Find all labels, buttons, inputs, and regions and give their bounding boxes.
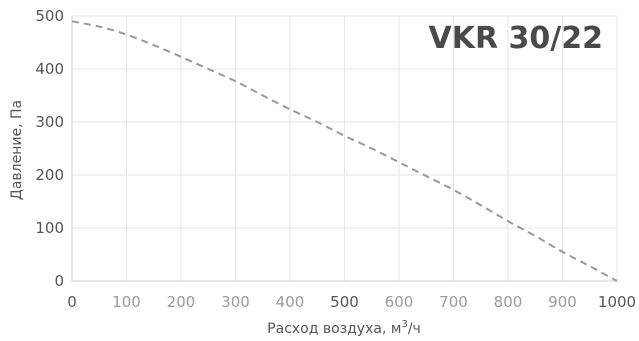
x-tick-label-8: 800 [494, 293, 523, 311]
x-axis-label-tail: /ч [408, 321, 421, 337]
axes [71, 16, 617, 282]
x-tick-label-7: 700 [439, 293, 468, 311]
x-tick-label-1: 100 [112, 293, 141, 311]
x-tick-label-3: 300 [221, 293, 250, 311]
y-tick-label-4: 400 [35, 60, 64, 78]
x-tick-labels: 0 100 200 300 400 500 600 700 800 900 1000 [67, 293, 636, 311]
x-tick-label-5: 500 [330, 293, 359, 311]
y-axis-label: Давление, Па [9, 100, 25, 200]
y-tick-labels: 0 100 200 300 400 500 [35, 7, 64, 290]
x-axis-label-main: Расход воздуха, м [267, 321, 401, 337]
y-tick-label-1: 100 [35, 219, 64, 237]
chart-title: VKR 30/22 [429, 21, 603, 56]
x-axis-label-sup: 3 [401, 319, 407, 330]
x-axis-label: Расход воздуха, м3/ч [267, 319, 421, 337]
x-tick-label-6: 600 [385, 293, 414, 311]
x-tick-label-9: 900 [548, 293, 577, 311]
x-tick-label-10: 1000 [598, 293, 636, 311]
y-tick-label-2: 200 [35, 166, 64, 184]
x-tick-label-0: 0 [67, 293, 77, 311]
y-tick-label-3: 300 [35, 113, 64, 131]
x-tick-label-2: 200 [167, 293, 196, 311]
y-tick-label-0: 0 [54, 272, 64, 290]
x-tick-label-4: 400 [276, 293, 305, 311]
y-tick-label-5: 500 [35, 7, 64, 25]
